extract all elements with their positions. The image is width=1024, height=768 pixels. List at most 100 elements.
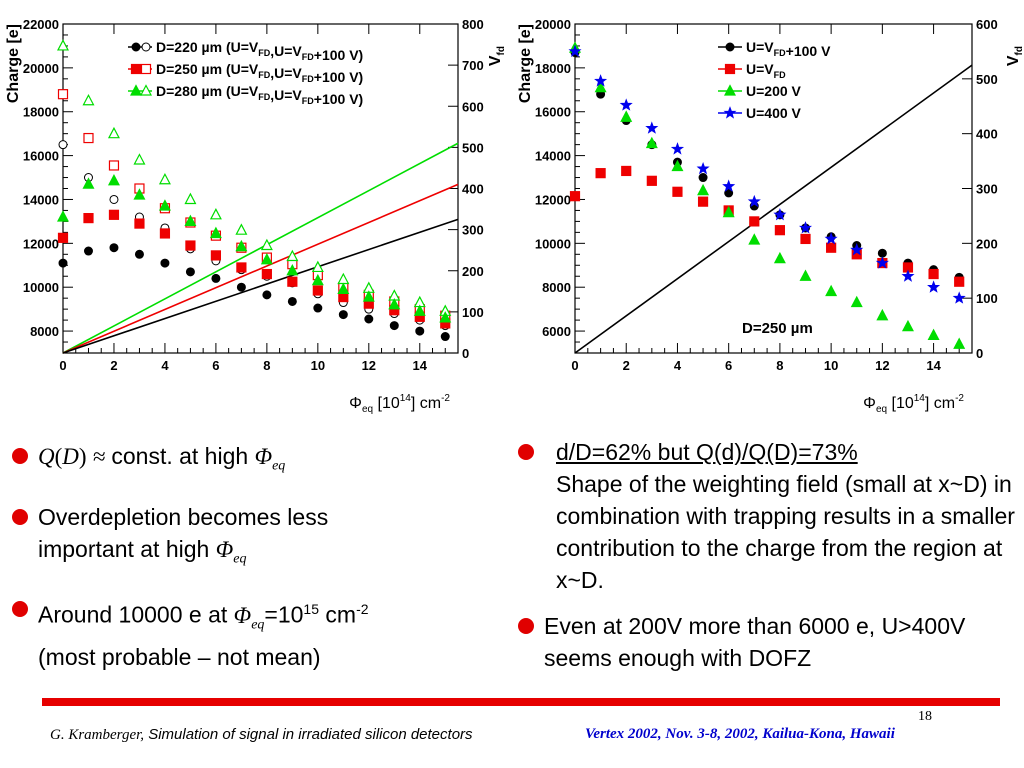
y2-tick-label: 100 — [462, 305, 484, 320]
legend-marker — [131, 42, 141, 52]
legend-label-part: V — [249, 83, 259, 99]
x-tick-label: 8 — [263, 358, 270, 373]
legend-label-part: D=220 µm (U= — [156, 39, 249, 55]
y-axis-label: Charge [e] — [5, 24, 22, 103]
fluence-unit-exponent: -2 — [356, 601, 369, 618]
y-tick-label: 12000 — [535, 192, 571, 207]
x-axis-label-part: [10 — [373, 395, 400, 412]
bullet-dot — [12, 508, 28, 525]
y2-tick-label: 200 — [462, 264, 484, 279]
left-bullet-list: Q(D) ≈ const. at high Φeq Overdepletion … — [12, 440, 482, 685]
x-axis-label-part: ] cm — [925, 395, 955, 412]
data-point — [927, 280, 941, 293]
y-tick-label: 14000 — [535, 149, 571, 164]
data-point-open — [107, 126, 120, 139]
legend-label-part: V — [249, 39, 259, 55]
data-point-open — [109, 194, 119, 204]
legend-label-part: U=200 V — [746, 83, 802, 99]
legend-label-part: ,U= — [270, 87, 292, 103]
data-point — [697, 196, 709, 207]
data-point-open — [260, 238, 273, 251]
x-axis-label-part: [10 — [887, 395, 914, 412]
data-point — [158, 199, 171, 211]
vfd-line — [62, 183, 459, 354]
data-point — [262, 290, 272, 300]
x-tick-label: 6 — [212, 358, 219, 373]
chart-left: 0 2 4 6 8 10 12 1480001000012000140001600018000… — [5, 17, 507, 415]
data-point — [261, 268, 272, 280]
y2-tick-label: 300 — [976, 182, 998, 197]
data-point — [440, 332, 450, 342]
data-point — [646, 175, 657, 186]
legend-label-part: V — [764, 39, 774, 55]
legend-label-part: U= — [746, 39, 764, 55]
data-point — [619, 98, 633, 111]
phi-eq-symbol: Φeq — [233, 602, 265, 633]
page-number: 18 — [918, 709, 932, 724]
vfd-line — [62, 218, 459, 354]
bullet-dot — [12, 601, 28, 618]
y2-tick-label: 600 — [976, 17, 998, 32]
legend-label-part: V — [292, 87, 302, 103]
data-point — [57, 210, 69, 222]
diameter-annotation-unit: µm — [791, 320, 813, 337]
legend-marker — [724, 63, 736, 75]
data-point — [850, 295, 863, 308]
data-point — [850, 243, 864, 256]
legend-label: U=400 V — [746, 105, 802, 121]
data-point — [287, 296, 297, 306]
x-tick-label: 14 — [413, 358, 428, 373]
data-point — [568, 44, 582, 58]
legend-label-sub: FD — [258, 48, 270, 58]
x-tick-label: 0 — [571, 358, 578, 373]
legend-marker — [723, 106, 737, 119]
y-tick-label: 8000 — [542, 280, 571, 295]
data-point — [800, 233, 811, 245]
data-point — [312, 285, 323, 296]
data-point — [287, 276, 298, 287]
diameter-annotation: D=250 µm — [742, 320, 813, 337]
legend-label: D=220 µm (U=VFD,U=VFD+100 V) — [156, 39, 363, 63]
legend-label-part: D=250 µm (U= — [156, 61, 249, 77]
bullet-dot — [518, 618, 534, 634]
data-point — [389, 321, 399, 331]
data-point — [209, 226, 222, 239]
data-point — [877, 248, 887, 258]
data-point-open — [337, 272, 350, 285]
data-point-open — [58, 140, 68, 150]
y-tick-label: 12000 — [23, 236, 59, 251]
legend-label-sub: FD — [258, 70, 270, 80]
bullet-dot — [12, 448, 28, 464]
legend-label: U=VFD+100 V — [746, 39, 831, 59]
bullet-r1-head: d/D=62% but Q(d)/Q(D)=73% — [556, 439, 858, 465]
data-point — [594, 74, 608, 87]
bullet-1-text: const. at high — [111, 443, 249, 469]
legend-label-part: V — [292, 43, 302, 59]
data-point — [388, 297, 401, 310]
data-point — [773, 207, 787, 221]
data-point — [595, 168, 606, 179]
y-tick-label: 18000 — [23, 105, 59, 120]
data-point — [825, 284, 838, 297]
data-point — [722, 205, 735, 218]
y2-tick-label: 800 — [462, 17, 484, 32]
x-axis-label-part: Φ — [349, 395, 362, 412]
legend-marker-open — [140, 84, 152, 96]
y-tick-label: 20000 — [535, 17, 571, 32]
data-point — [364, 314, 374, 324]
bullet-200v: Even at 200V more than 6000 e, U>400V se… — [518, 610, 1004, 674]
x-tick-label: 4 — [674, 358, 682, 373]
x-tick-label: 0 — [59, 358, 66, 373]
data-point — [645, 121, 659, 134]
footer-divider — [42, 698, 1000, 706]
legend-marker — [130, 84, 142, 96]
data-point — [569, 191, 581, 202]
data-point — [185, 267, 195, 277]
x-axis-label-part: 14 — [400, 393, 412, 404]
data-point — [235, 239, 248, 252]
legend-label: U=200 V — [746, 83, 802, 99]
bullet-3-line2: (most probable – not mean) — [38, 644, 321, 671]
y-tick-label: 18000 — [535, 61, 571, 76]
diameter-annotation-text: D=250 — [742, 320, 791, 337]
data-point-open — [108, 160, 120, 171]
